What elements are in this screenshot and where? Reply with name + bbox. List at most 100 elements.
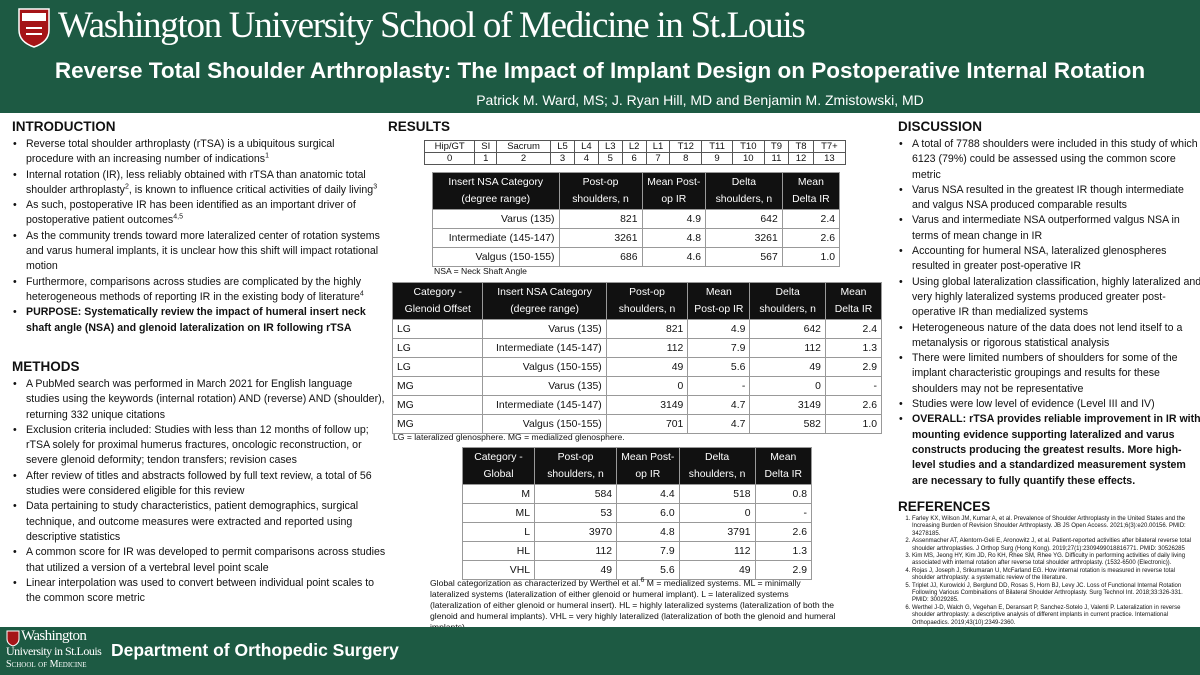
bullet: As such, postoperative IR has been ident… [13, 198, 384, 229]
table-cell: 567 [705, 247, 783, 267]
table-cell: 0 [423, 152, 476, 165]
footer-shield [6, 630, 20, 647]
table-cell: 49 [749, 357, 826, 377]
table-cell: 4.4 [616, 484, 680, 504]
table-cell: 3149 [749, 395, 826, 415]
table-cell: 3261 [558, 228, 643, 248]
reference: Triplet JJ, Kurowicki J, Berglund DD, Ro… [912, 583, 1192, 605]
table-cell: 4.7 [687, 395, 751, 415]
table-cell: 4.8 [641, 228, 707, 248]
table-row: Intermediate (145-147) 3261 4.8 3261 2.6 [432, 228, 841, 248]
footer-band: Washington University in St.Louis School… [0, 627, 1200, 675]
table-cell: 53 [533, 503, 618, 523]
table-cell: L1 [645, 140, 671, 153]
table-cell: ML [462, 503, 535, 523]
bullet: Linear interpolation was used to convert… [13, 576, 386, 607]
table-row: LG Varus (135) 821 4.9 642 2.4 [391, 319, 883, 339]
table-cell: 701 [605, 414, 689, 434]
table-cell: 4.6 [641, 247, 707, 267]
glenoid-table: Category - Glenoid Offset Insert NSA Cate… [391, 282, 883, 434]
table-cell: 112 [749, 338, 826, 358]
table-cell: 9 [701, 152, 733, 165]
table-cell: 10 [731, 152, 765, 165]
table-row: ML 53 6.0 0- [462, 503, 813, 523]
table-cell: 642 [705, 209, 783, 229]
text: A PubMed search was performed in March 2… [26, 378, 385, 421]
authors: Patrick M. Ward, MS; J. Ryan Hill, MD an… [476, 92, 924, 108]
table-row: M 584 4.4 518 0.8 [462, 484, 813, 504]
bullet: Internal rotation (IR), less reliably ob… [13, 168, 384, 199]
global-table: Category - Global Post-op shoulders, n Mea… [462, 447, 813, 580]
table-cell: 0 [678, 503, 756, 523]
bullet: Exclusion criteria included: Studies wit… [13, 423, 386, 469]
department: Department of Orthopedic Surgery [111, 640, 399, 660]
table-cell: 642 [749, 319, 826, 339]
table-cell: 7.9 [687, 338, 751, 358]
table-cell: LG [391, 357, 484, 377]
table-cell: L2 [621, 140, 647, 153]
table-cell: 49 [678, 560, 756, 580]
table-cell: 3970 [533, 522, 618, 542]
table-cell: Valgus (150-155) [482, 414, 607, 434]
bold-text: OVERALL: rTSA provides reliable improvem… [912, 413, 1200, 487]
header-cell: Mean Post-op IR [687, 282, 751, 320]
table-row: LG Valgus (150-155) 49 5.6 49 2.9 [391, 357, 883, 377]
header-cell: Mean Delta IR [781, 172, 841, 210]
text: As the community trends toward more late… [26, 229, 380, 273]
text: Varus NSA resulted in the greatest IR th… [912, 183, 1184, 212]
table-cell: MG [391, 376, 484, 396]
table-cell: 4.7 [687, 414, 751, 434]
table-row: MG Valgus (150-155) 701 4.7 582 1.0 [391, 414, 883, 434]
bold-text: PURPOSE: Systematically review the impac… [26, 306, 366, 334]
text: Using global lateralization classificati… [912, 275, 1200, 319]
table-cell: 3149 [605, 395, 689, 415]
nsa-table: Insert NSA Category (degree range) Post-o… [432, 172, 841, 267]
footer-logo-text: School of Medicine [6, 659, 87, 670]
table-cell: T12 [669, 140, 703, 153]
table-cell: 5 [597, 152, 623, 165]
table-note: LG = lateralized glenosphere. MG = media… [393, 432, 625, 442]
table-cell: 2.6 [824, 395, 883, 415]
reference: Rojas J, Joseph J, Srikumaran U, McFarla… [912, 568, 1192, 583]
header-row: Category - Glenoid Offset Insert NSA Cate… [391, 282, 883, 320]
table-cell: MG [391, 414, 484, 434]
table-cell: 4.9 [641, 209, 707, 229]
table-row: MG Intermediate (145-147) 3149 4.7 3149 2.6 [391, 395, 883, 415]
header-cell: Insert NSA Category (degree range) [482, 282, 607, 320]
text: Data pertaining to study characteristics… [26, 500, 359, 543]
bullet: OVERALL: rTSA provides reliable improvem… [899, 412, 1200, 488]
superscript: 4 [359, 290, 364, 298]
header-cell: Mean Post-op IR [616, 447, 680, 485]
table-cell: VHL [462, 560, 535, 580]
table-cell: 2.6 [754, 522, 813, 542]
table-cell: 821 [558, 209, 643, 229]
table-cell: 1 [474, 152, 498, 165]
footer-logo-text: University in St.Louis [6, 644, 102, 658]
table-cell: 0.8 [754, 484, 813, 504]
footer-logo-text: Washington [21, 628, 87, 644]
bullet: Heterogeneous nature of the data does no… [899, 321, 1200, 352]
table-cell: 13 [812, 152, 847, 165]
table-cell: 112 [533, 541, 618, 561]
table-row: Varus (135) 821 4.9 642 2.4 [432, 209, 841, 229]
table-cell: Intermediate (145-147) [482, 338, 607, 358]
table-cell: 2.4 [781, 209, 841, 229]
text: There were limited numbers of shoulders … [912, 352, 1178, 395]
section-heading: RESULTS [388, 119, 451, 134]
table-cell: 0 [749, 376, 826, 396]
table-cell: 4 [573, 152, 599, 165]
table-cell: 3261 [705, 228, 783, 248]
table-row: HL 112 7.9 112 1.3 [462, 541, 813, 561]
superscript: 1 [265, 152, 269, 160]
reference-list: Farley KX, Wilson JM, Kumar A, et al. Pr… [898, 516, 1192, 627]
table-row: L 3970 4.8 3791 2.6 [462, 522, 813, 542]
bullet: A total of 7788 shoulders were included … [899, 137, 1200, 183]
text: Reverse total shoulder arthroplasty (rTS… [26, 138, 335, 166]
table-row: MG Varus (135) 0-0- [391, 376, 883, 396]
table-cell: T7+ [812, 140, 847, 153]
bullet: A common score for IR was developed to p… [13, 545, 386, 576]
superscript: 2 [124, 183, 129, 191]
table-cell: Valgus (150-155) [482, 357, 607, 377]
bullet: Reverse total shoulder arthroplasty (rTS… [13, 137, 384, 168]
